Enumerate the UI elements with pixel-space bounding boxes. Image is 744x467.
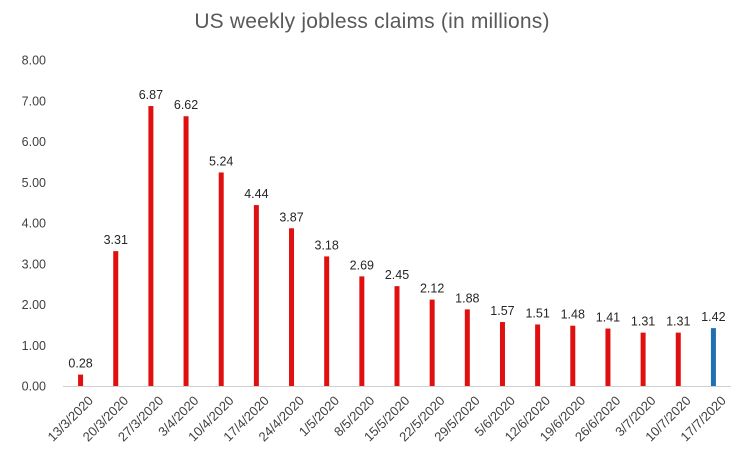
data-label: 1.41 (596, 311, 620, 325)
y-tick-label: 7.00 (22, 94, 46, 108)
bar-26/6/2020 (605, 328, 611, 386)
data-label: 2.45 (385, 268, 409, 282)
data-label: 0.28 (68, 357, 92, 371)
bar-24/4/2020 (289, 228, 295, 386)
data-label: 1.31 (666, 315, 690, 329)
y-tick-label: 1.00 (22, 339, 46, 353)
bar-3/4/2020 (183, 116, 189, 387)
bar-12/6/2020 (535, 324, 541, 386)
bar-13/3/2020 (78, 374, 84, 386)
data-label: 1.48 (561, 308, 585, 322)
data-label: 1.31 (631, 315, 655, 329)
bar-15/5/2020 (394, 286, 400, 386)
bar-3/7/2020 (640, 332, 646, 386)
bar-17/7/2020 (710, 328, 716, 386)
data-label: 1.42 (701, 310, 725, 324)
data-label: 2.12 (420, 282, 444, 296)
y-tick-label: 0.00 (22, 380, 46, 394)
bar-29/5/2020 (464, 309, 470, 386)
data-label: 1.88 (455, 291, 479, 305)
bar-5/6/2020 (499, 322, 505, 386)
y-tick-label: 8.00 (22, 54, 46, 68)
bar-8/5/2020 (359, 276, 365, 386)
bar-22/5/2020 (429, 299, 435, 386)
y-tick-label: 3.00 (22, 257, 46, 271)
bar-1/5/2020 (324, 256, 330, 386)
y-tick-label: 5.00 (22, 176, 46, 190)
bar-27/3/2020 (148, 106, 154, 387)
y-tick-label: 2.00 (22, 298, 46, 312)
y-tick-label: 6.00 (22, 135, 46, 149)
bar-19/6/2020 (570, 325, 576, 386)
y-tick-label: 4.00 (22, 217, 46, 231)
data-label: 1.57 (490, 304, 514, 318)
data-label: 6.87 (139, 88, 163, 102)
data-label: 2.69 (350, 258, 374, 272)
bar-10/7/2020 (675, 332, 681, 386)
data-label: 3.31 (104, 233, 128, 247)
bar-20/3/2020 (113, 251, 119, 386)
bar-17/4/2020 (253, 205, 259, 386)
data-label: 6.62 (174, 98, 198, 112)
data-label: 3.18 (315, 238, 339, 252)
data-label: 5.24 (209, 154, 233, 168)
data-label: 1.51 (525, 306, 549, 320)
chart-title: US weekly jobless claims (in millions) (194, 10, 550, 33)
data-label: 4.44 (244, 187, 268, 201)
data-label: 3.87 (279, 210, 303, 224)
bar-10/4/2020 (218, 172, 224, 386)
